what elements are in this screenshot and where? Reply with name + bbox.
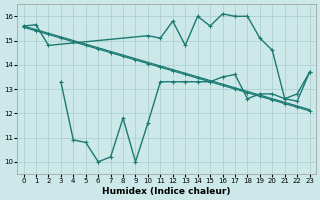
X-axis label: Humidex (Indice chaleur): Humidex (Indice chaleur) bbox=[102, 187, 231, 196]
